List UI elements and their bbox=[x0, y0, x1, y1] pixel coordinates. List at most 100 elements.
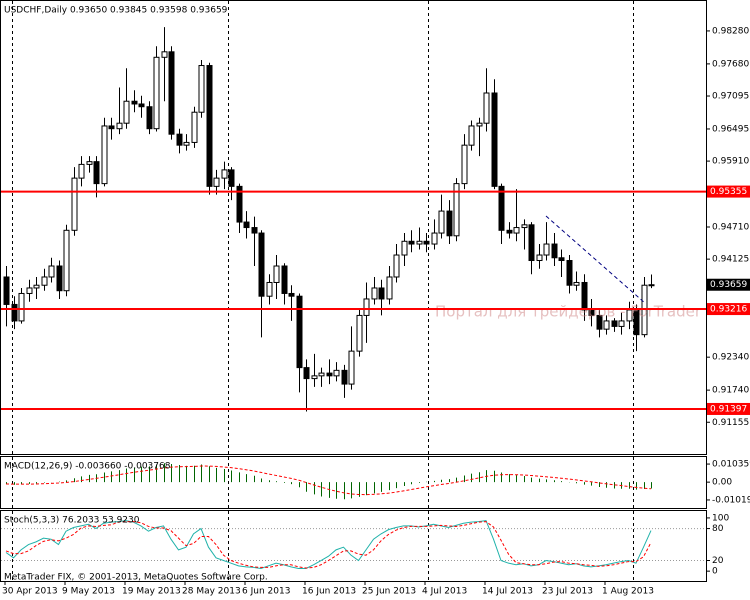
y-tick-label: 20 bbox=[712, 556, 724, 566]
candle-body bbox=[258, 232, 265, 297]
x-tick-label: 23 Jul 2013 bbox=[542, 587, 593, 597]
candle-body bbox=[3, 276, 10, 305]
candle-body bbox=[138, 103, 145, 108]
candle-body bbox=[221, 169, 228, 179]
candle-body bbox=[393, 254, 400, 278]
candle-body bbox=[93, 161, 100, 185]
candle-body bbox=[251, 227, 258, 234]
candle-body bbox=[56, 265, 63, 292]
last-price-label: 0.93659 bbox=[710, 280, 747, 290]
main-frame bbox=[0, 0, 707, 455]
macd-frame bbox=[0, 456, 707, 509]
panel-title: MACD(12,26,9) -0.003660 -0.003768 bbox=[4, 462, 171, 472]
x-tick-label: 30 Apr 2013 bbox=[2, 587, 58, 597]
plot-layer: 0.98280 0.97680 0.97095 0.96495 0.95910 0.947… bbox=[1, 6, 750, 597]
candle-body bbox=[416, 240, 423, 245]
candle-body bbox=[431, 232, 438, 245]
candle-body bbox=[363, 298, 370, 316]
candle-body bbox=[326, 372, 333, 377]
candle-body bbox=[63, 229, 70, 292]
macd-signal bbox=[5, 465, 652, 496]
candle-body bbox=[191, 111, 198, 143]
candle-body bbox=[356, 314, 363, 352]
candle-body bbox=[498, 185, 505, 231]
y-tick-label: 0.00 bbox=[712, 478, 732, 488]
x-tick-label: 4 Jul 2013 bbox=[422, 587, 467, 597]
y-tick-label: 100 bbox=[712, 513, 729, 523]
candle-body bbox=[26, 287, 33, 294]
stoch-main bbox=[5, 520, 652, 570]
candle-body bbox=[153, 56, 160, 130]
panel-title: USDCHF,Daily 0.93650 0.93845 0.93598 0.9… bbox=[4, 6, 228, 16]
y-tick-label: 80 bbox=[712, 524, 724, 534]
candle-body bbox=[243, 221, 250, 229]
candle-body bbox=[611, 320, 618, 327]
candle-body bbox=[266, 281, 273, 297]
candle-body bbox=[423, 240, 430, 245]
candle-body bbox=[48, 265, 55, 278]
candle-body bbox=[123, 100, 130, 124]
candle-body bbox=[333, 369, 340, 377]
trendline bbox=[545, 215, 644, 303]
candle-body bbox=[341, 369, 348, 385]
candle-body bbox=[71, 177, 78, 231]
candle-body bbox=[551, 243, 558, 259]
y-tick-label: -0.010191 bbox=[712, 495, 750, 505]
candle-body bbox=[273, 265, 280, 283]
x-tick-label: 1 Aug 2013 bbox=[602, 587, 654, 597]
candle-body bbox=[116, 122, 123, 130]
candle-body bbox=[573, 281, 580, 286]
candle-body bbox=[131, 100, 138, 105]
y-tick-label: 0.94125 bbox=[712, 255, 749, 265]
candle-body bbox=[236, 185, 243, 223]
candle-body bbox=[386, 276, 393, 300]
stoch-frame bbox=[0, 510, 707, 582]
candle-body bbox=[41, 276, 48, 286]
candle-body bbox=[506, 229, 513, 234]
level-label-bg bbox=[707, 185, 750, 198]
panel-frames bbox=[0, 0, 707, 582]
y-tick-label: 0.96495 bbox=[712, 124, 749, 134]
copyright: MetaTrader FIX, © 2001-2013, MetaQuotes … bbox=[4, 573, 268, 583]
candle-body bbox=[536, 254, 543, 262]
candle-body bbox=[618, 320, 625, 327]
candle-body bbox=[176, 133, 183, 146]
candle-body bbox=[206, 65, 213, 187]
y-tick-label: 0.92340 bbox=[712, 353, 749, 363]
stoch-signal bbox=[5, 521, 652, 569]
panel-title: Stoch(5,3,3) 76.2033 53.9230 bbox=[4, 516, 140, 526]
watermark: Портал для трейдеров - ForTrader bbox=[435, 303, 702, 321]
candle-body bbox=[161, 51, 168, 58]
x-tick-label: 16 Jun 2013 bbox=[302, 587, 356, 597]
candle-body bbox=[183, 141, 190, 146]
x-tick-label: 14 Jul 2013 bbox=[482, 587, 533, 597]
y-tick-label: 0.91740 bbox=[712, 386, 749, 396]
x-tick-label: 19 May 2013 bbox=[122, 587, 181, 597]
x-tick-label: 6 Jun 2013 bbox=[242, 587, 290, 597]
level-label: 0.93216 bbox=[710, 305, 747, 315]
candle-body bbox=[521, 224, 528, 229]
x-tick-label: 28 May 2013 bbox=[182, 587, 241, 597]
y-tick-label: 0.97680 bbox=[712, 59, 749, 69]
candle-body bbox=[228, 169, 235, 187]
y-tick-label: 0.97095 bbox=[712, 92, 749, 102]
candle-body bbox=[513, 227, 520, 234]
candle-body bbox=[648, 284, 655, 287]
y-tick-label: 0.94710 bbox=[712, 223, 749, 233]
candle-body bbox=[303, 367, 310, 380]
candle-body bbox=[596, 314, 603, 330]
last-price-bg bbox=[707, 278, 750, 291]
level-label: 0.91397 bbox=[710, 404, 747, 414]
y-tick-label: 0.98280 bbox=[712, 26, 749, 36]
candle-body bbox=[446, 210, 453, 237]
candle-body bbox=[108, 125, 115, 130]
candle-body bbox=[288, 292, 295, 297]
y-tick-label: 0.91155 bbox=[712, 418, 749, 428]
candle-body bbox=[146, 106, 153, 130]
candle-body bbox=[33, 284, 40, 289]
candle-body bbox=[558, 257, 565, 262]
y-tick-label: 0 bbox=[712, 567, 718, 577]
candle-body bbox=[453, 183, 460, 237]
